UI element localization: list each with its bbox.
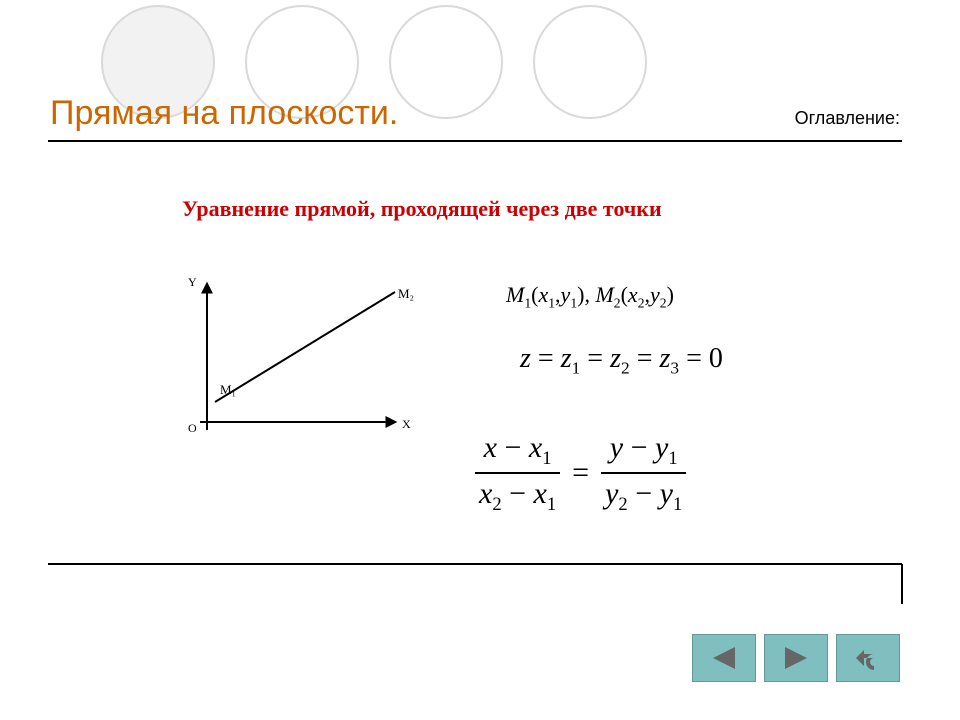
origin-label: O (188, 421, 197, 435)
nav-next-button[interactable] (764, 634, 828, 682)
equation-fraction: x − x1 x2 − x1 = y − y1 y2 − y1 (475, 430, 686, 517)
toc-link[interactable]: Оглавление: (795, 108, 900, 129)
triangle-left-icon (709, 645, 739, 671)
fraction-left: x − x1 x2 − x1 (475, 430, 560, 517)
subtitle: Уравнение прямой, проходящей через две т… (182, 196, 662, 222)
nav-buttons (692, 634, 900, 682)
m2-label: M₂ (398, 286, 414, 301)
m1-label: M₁ (220, 382, 236, 397)
equation-points: M1(x1,y1), M2(x2,y2) (506, 282, 674, 311)
title-rule (48, 140, 902, 142)
line-through-points (215, 292, 395, 402)
equals-sign: = (572, 456, 589, 490)
return-icon (850, 642, 886, 674)
nav-home-button[interactable] (836, 634, 900, 682)
y-axis-label: Y (188, 275, 197, 289)
page-title: Прямая на плоскости. (50, 94, 398, 133)
coordinate-diagram: Y X O M₁ M₂ (160, 272, 420, 452)
fraction-right: y − y1 y2 − y1 (601, 430, 686, 517)
bottom-rule (48, 562, 908, 606)
equation-z: z = z1 = z2 = z3 = 0 (520, 343, 723, 379)
x-axis-label: X (402, 417, 411, 431)
slide: Прямая на плоскости. Оглавление: Уравнен… (0, 0, 960, 720)
nav-prev-button[interactable] (692, 634, 756, 682)
title-bar: Прямая на плоскости. Оглавление: (50, 94, 900, 133)
triangle-right-icon (781, 645, 811, 671)
